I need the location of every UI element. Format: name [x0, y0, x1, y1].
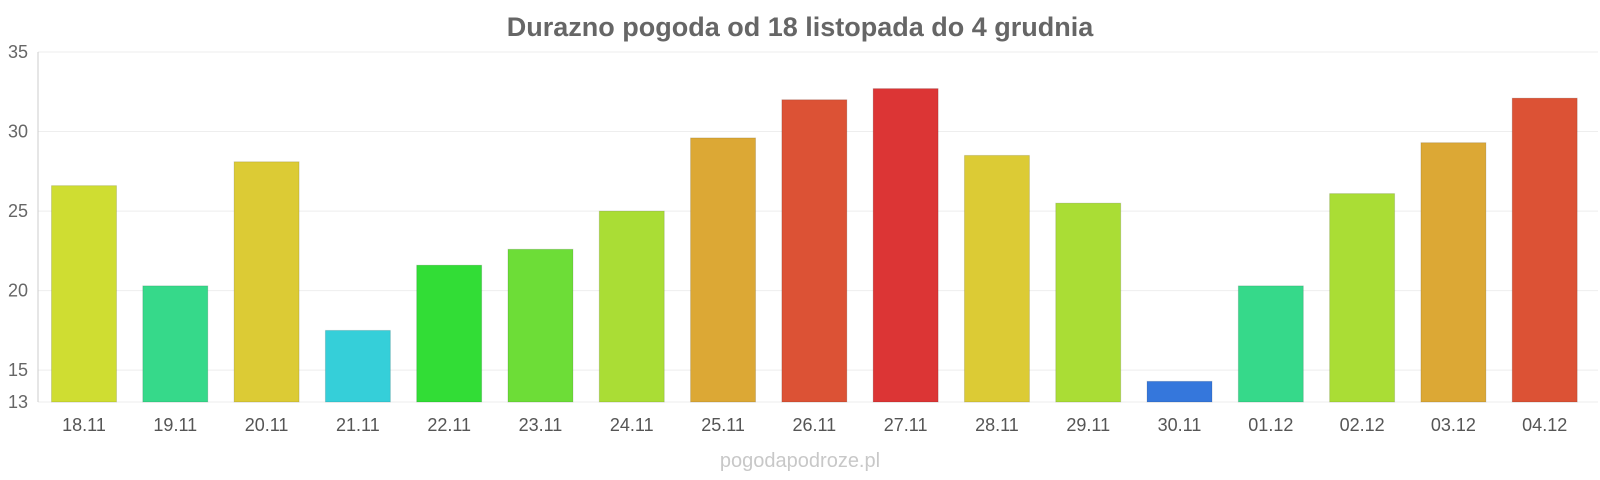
y-tick-label: 25 — [8, 201, 28, 221]
y-tick-label: 13 — [8, 392, 28, 412]
y-tick-label: 35 — [8, 42, 28, 62]
bar-04.12 — [1511, 97, 1578, 403]
x-tick-label: 27.11 — [884, 415, 928, 435]
bar-26.11 — [781, 99, 848, 403]
bar-30.11 — [1146, 380, 1213, 403]
y-tick-label: 15 — [8, 360, 28, 380]
bar-20.11 — [233, 161, 300, 403]
x-tick-label: 28.11 — [975, 415, 1019, 435]
bar-01.12 — [1237, 285, 1304, 403]
bars — [51, 88, 1578, 403]
x-tick-label: 19.11 — [153, 415, 197, 435]
bar-03.12 — [1420, 142, 1487, 403]
y-axis-ticks: 13 15 20 25 30 35 — [8, 42, 28, 412]
x-tick-label: 18.11 — [62, 415, 106, 435]
x-tick-label: 26.11 — [792, 415, 836, 435]
bar-24.11 — [598, 210, 665, 403]
bar-22.11 — [416, 264, 483, 403]
bar-27.11 — [872, 88, 939, 403]
y-tick-label: 20 — [8, 281, 28, 301]
x-tick-label: 02.12 — [1340, 415, 1385, 435]
bar-29.11 — [1055, 202, 1122, 403]
y-tick-label: 30 — [8, 122, 28, 142]
bar-25.11 — [690, 137, 757, 403]
x-tick-label: 01.12 — [1248, 415, 1293, 435]
x-tick-label: 04.12 — [1522, 415, 1567, 435]
bar-18.11 — [51, 185, 117, 403]
x-tick-label: 22.11 — [427, 415, 471, 435]
chart-title: Durazno pogoda od 18 listopada do 4 grud… — [507, 12, 1095, 42]
bar-02.12 — [1329, 193, 1396, 403]
bar-21.11 — [324, 329, 391, 403]
x-tick-label: 23.11 — [519, 415, 563, 435]
x-tick-label: 25.11 — [701, 415, 745, 435]
bar-23.11 — [507, 248, 574, 403]
source-credit: pogodapodroze.pl — [719, 450, 881, 472]
x-tick-label: 30.11 — [1158, 415, 1202, 435]
x-tick-label: 20.11 — [245, 415, 289, 435]
x-axis-ticks: 18.11 19.11 20.11 21.11 22.11 23.11 24.11 25.11… — [62, 415, 1567, 435]
x-tick-label: 29.11 — [1066, 415, 1110, 435]
x-tick-label: 03.12 — [1431, 415, 1476, 435]
x-tick-label: 21.11 — [336, 415, 380, 435]
bar-28.11 — [963, 154, 1030, 403]
x-tick-label: 24.11 — [610, 415, 654, 435]
bar-19.11 — [142, 285, 209, 403]
